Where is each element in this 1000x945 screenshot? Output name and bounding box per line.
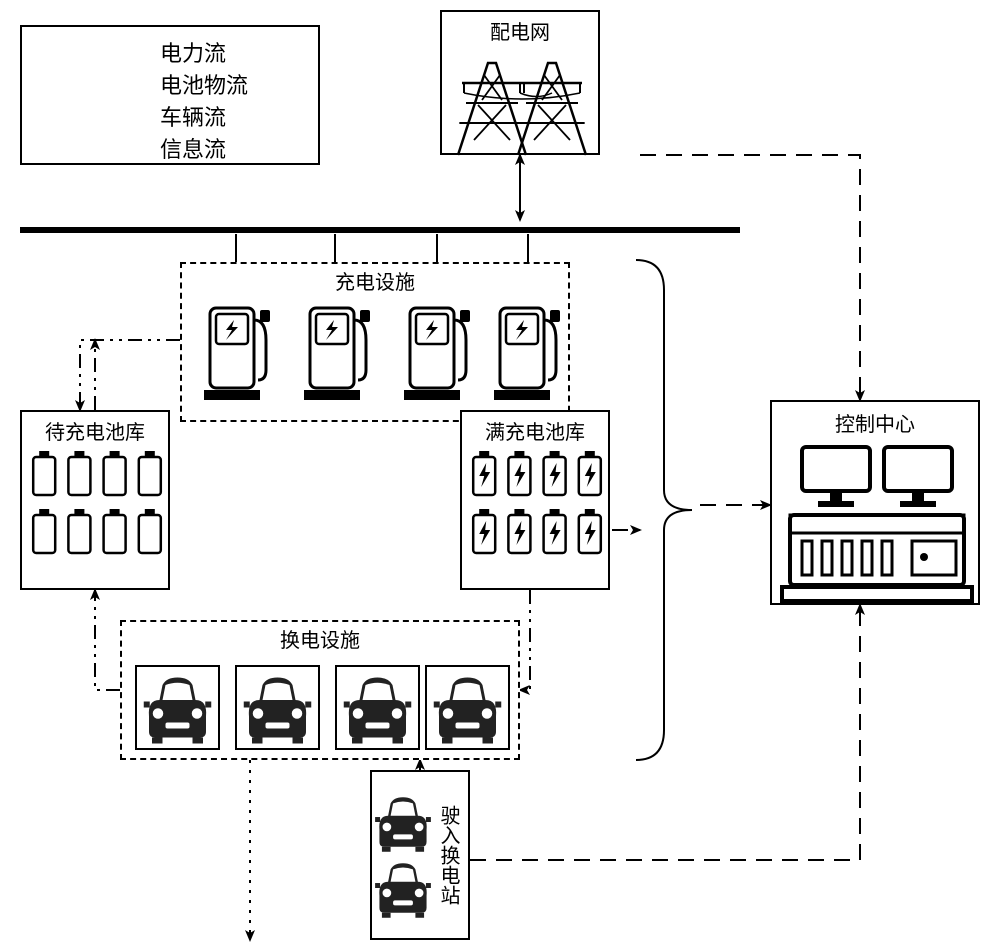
control-box: 控制中心 [770, 400, 980, 605]
full-store: 满充电池库 [460, 410, 610, 590]
grid-box: 配电网 [440, 10, 600, 155]
pending-store: 待充电池库 [20, 410, 170, 590]
legend-item-label: 电池物流 [160, 68, 248, 100]
charging-facility-label: 充电设施 [180, 266, 570, 295]
swap-slot [425, 665, 510, 750]
full-store-label: 满充电池库 [462, 412, 608, 445]
control-label: 控制中心 [772, 402, 978, 437]
legend-item-label: 信息流 [160, 132, 226, 164]
arrivals-label: 驶入换电站 [434, 801, 469, 909]
grid-label: 配电网 [442, 12, 598, 45]
swap-facility-label: 换电设施 [120, 624, 520, 653]
pending-store-label: 待充电池库 [22, 412, 168, 445]
legend-item-label: 电力流 [160, 36, 226, 68]
legend-item-label: 车辆流 [160, 100, 226, 132]
swap-slot [335, 665, 420, 750]
swap-slot [135, 665, 220, 750]
arrivals-box: 驶入换电站 [370, 770, 470, 940]
swap-slot [235, 665, 320, 750]
